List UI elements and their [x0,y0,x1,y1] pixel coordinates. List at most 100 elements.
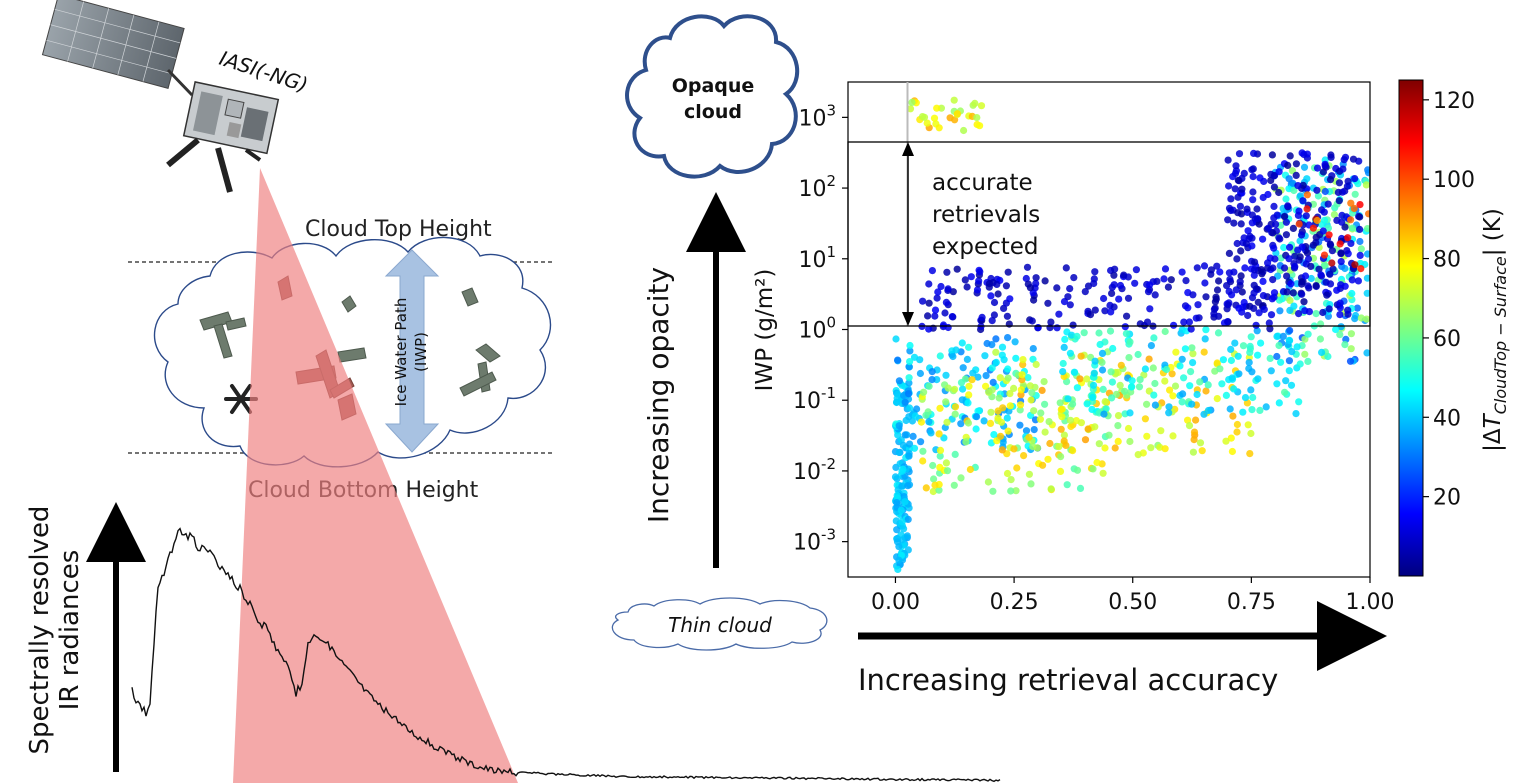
scatter-point [951,403,960,411]
scatter-point [986,419,995,427]
scatter-point [1225,287,1233,295]
scatter-point [1186,382,1194,390]
scatter-point [933,294,941,302]
scatter-point [1100,410,1108,418]
scatter-point [1265,319,1273,327]
scatter-point [1122,330,1130,338]
scatter-point [1318,348,1326,356]
scatter-point [959,385,967,393]
scatter-point [1151,291,1159,299]
scatter-point [1285,357,1293,365]
scatter-point [1091,423,1099,431]
scatter-point [1146,281,1154,289]
scatter-point [1107,368,1115,376]
scatter-point [1022,427,1031,435]
scatter-point [1161,377,1169,385]
scatter-point [1019,356,1027,364]
scatter-point [924,312,932,320]
scatter-point [1237,220,1245,228]
scatter-point [948,313,956,321]
scatter-point [1314,192,1322,200]
scatter-point [1146,305,1154,313]
scatter-point [1109,344,1117,353]
scatter-point [1273,352,1281,361]
scatter-point [925,382,933,390]
scatter-point [1284,202,1292,210]
scatter-point [958,339,966,347]
scatter-point [1250,271,1258,279]
scatter-point [1275,341,1283,350]
scatter-point [1309,241,1317,249]
scatter-point [1298,149,1306,157]
scatter-point [967,273,975,281]
iwp-arrow-label-2: (IWP) [412,332,430,372]
scatter-point [1363,289,1370,297]
scatter-point [1012,354,1020,362]
scatter-point [1237,272,1245,280]
scatter-point [1077,419,1085,427]
scatter-point [1123,312,1131,320]
scatter-point [1219,356,1227,364]
scatter-point [1184,304,1192,312]
scatter-point [1294,246,1302,254]
scatter-point [904,482,912,490]
scatter-point [1076,484,1085,492]
scatter-point [1090,369,1098,377]
scatter-point [906,105,915,113]
scatter-point [1320,262,1328,270]
band-label-2: retrievals [932,202,1040,228]
scatter-point [1282,377,1290,385]
scatter-point [1291,262,1299,271]
scatter-point [1124,294,1133,302]
scatter-point [1357,314,1365,322]
scatter-point [1356,201,1364,209]
scatter-point [1266,354,1274,362]
scatter-point [937,282,945,291]
scatter-point [1268,151,1276,159]
scatter-point [1243,205,1251,213]
colorbar-tick-label: 120 [1433,89,1475,114]
scatter-point [942,371,950,379]
scatter-point [1058,413,1066,421]
scatter-point [1033,444,1041,452]
scatter-point [1225,182,1233,190]
scatter-point [906,404,914,412]
scatter-point [943,467,952,475]
scatter-point [1025,470,1033,478]
scatter-point [1307,274,1315,283]
scatter-point [1068,331,1076,339]
scatter-point [1236,278,1244,286]
scatter-point [1170,321,1178,329]
scatter-point [1076,375,1084,383]
scatter-point [1227,206,1235,215]
x-tick-label: 0.50 [1108,590,1157,615]
scatter-point [1275,168,1283,176]
scatter-point [1257,266,1265,274]
scatter-point [1302,212,1310,220]
scatter-point [910,444,919,452]
scatter-point [1363,274,1370,282]
scatter-point [942,298,951,306]
scatter-point [1053,284,1061,292]
scatter-point [1077,352,1085,360]
scatter-point [1286,296,1294,304]
scatter-point [1070,368,1078,376]
scatter-point [944,384,952,392]
scatter-point [1337,323,1345,331]
scatter-point [1016,401,1025,409]
scatter-point [1245,358,1253,366]
scatter-point [1095,440,1103,448]
scatter-point [1089,393,1097,401]
scatter-point [1069,447,1077,455]
scatter-point [1185,422,1194,430]
scatter-point [1249,165,1257,173]
scatter-point [987,408,995,416]
scatter-point [978,313,986,321]
scatter-point [1030,407,1038,415]
scatter-point [1248,242,1256,250]
scatter-point [1255,220,1263,228]
scatter-point [1328,247,1336,255]
scatter-point [1181,345,1189,353]
scatter-point [1084,425,1092,433]
scatter-point [1162,365,1171,374]
